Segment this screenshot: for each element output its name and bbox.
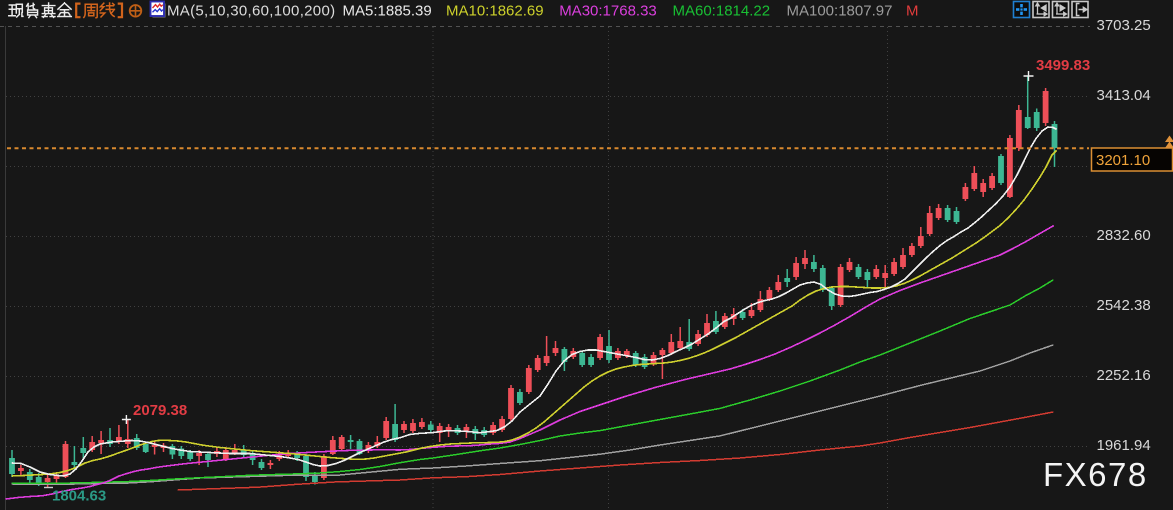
svg-text:MA30:1768.33: MA30:1768.33: [559, 3, 657, 20]
svg-text:3703.25: 3703.25: [1097, 17, 1151, 34]
svg-text:MA(5,10,30,60,100,200): MA(5,10,30,60,100,200): [167, 3, 335, 20]
svg-text:1961.94: 1961.94: [1097, 437, 1151, 454]
svg-text:3201.10: 3201.10: [1096, 152, 1150, 169]
svg-text:2079.38: 2079.38: [133, 402, 187, 419]
svg-text:MA5:1885.39: MA5:1885.39: [343, 3, 432, 20]
svg-text:2252.16: 2252.16: [1097, 367, 1151, 384]
svg-text:MA100:1807.97: MA100:1807.97: [787, 3, 893, 20]
svg-text:3413.04: 3413.04: [1097, 87, 1151, 104]
svg-text:1804.63: 1804.63: [52, 488, 106, 505]
svg-text:FX678: FX678: [1043, 456, 1148, 493]
svg-text:MA60:1814.22: MA60:1814.22: [673, 3, 771, 20]
svg-text:M: M: [906, 3, 919, 20]
svg-text:MA10:1862.69: MA10:1862.69: [446, 3, 544, 20]
svg-text:3499.83: 3499.83: [1036, 57, 1090, 74]
svg-text:2542.38: 2542.38: [1097, 297, 1151, 314]
svg-text:2832.60: 2832.60: [1097, 227, 1151, 244]
